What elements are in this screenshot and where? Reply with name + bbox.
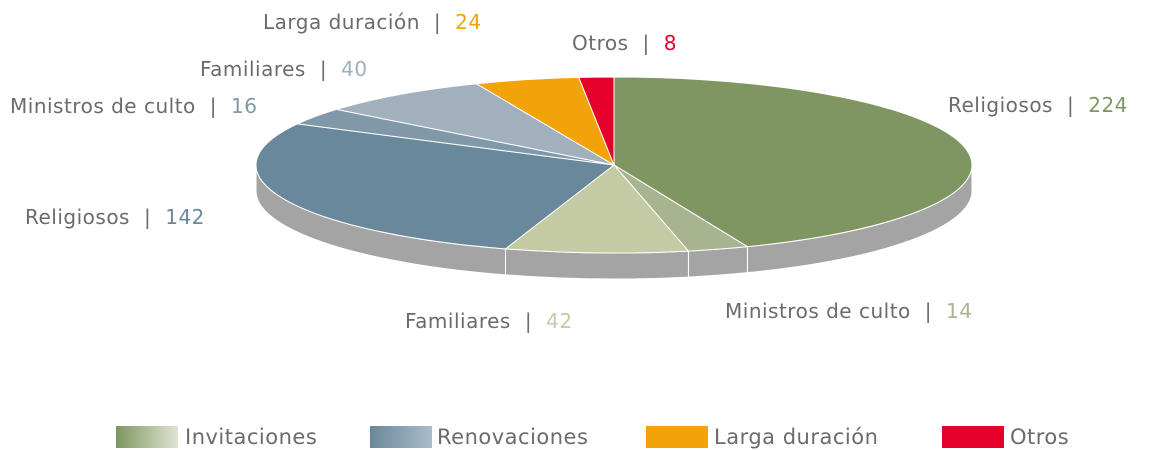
- label-value: 224: [1088, 93, 1128, 117]
- label-separator: |: [1067, 93, 1074, 117]
- legend-label: Larga duración: [714, 425, 878, 449]
- slice: [336, 83, 615, 166]
- label-value: 40: [341, 57, 367, 81]
- slice-label: Familiares | 40: [200, 57, 368, 81]
- label-name: Religiosos: [25, 205, 130, 229]
- slice-side: [687, 246, 748, 278]
- pie-sides: [255, 164, 973, 280]
- label-value: 14: [946, 299, 972, 323]
- label-separator: |: [320, 57, 327, 81]
- label-name: Familiares: [405, 309, 511, 333]
- label-separator: |: [434, 10, 441, 34]
- label-separator: |: [643, 31, 650, 55]
- slice: [578, 76, 615, 166]
- legend-label: Renovaciones: [437, 425, 588, 449]
- label-separator: |: [144, 205, 151, 229]
- labels: Religiosos | 224 Ministros de culto | 14 Famil…: [10, 10, 1128, 333]
- slice-label: Religiosos | 224: [948, 93, 1128, 117]
- slice-label: Familiares | 42: [405, 309, 573, 333]
- slice: [504, 164, 690, 254]
- label-name: Ministros de culto: [725, 299, 911, 323]
- label-separator: |: [210, 94, 217, 118]
- label-value: 142: [165, 205, 205, 229]
- label-name: Ministros de culto: [10, 94, 196, 118]
- legend-label: Otros: [1010, 425, 1069, 449]
- slice-label: Larga duración | 24: [263, 10, 482, 34]
- label-name: Otros: [572, 31, 629, 55]
- legend-label: Invitaciones: [185, 425, 317, 449]
- slice-label: Otros | 8: [572, 31, 677, 55]
- label-name: Religiosos: [948, 93, 1053, 117]
- slice-label: Religiosos | 142: [25, 205, 205, 229]
- label-separator: |: [925, 299, 932, 323]
- label-value: 42: [546, 309, 572, 333]
- legend-swatch: [116, 426, 178, 448]
- legend: Invitaciones Renovaciones Larga duración Ot…: [116, 425, 1069, 449]
- legend-swatch: [942, 426, 1004, 448]
- label-separator: |: [525, 309, 532, 333]
- slice: [255, 123, 616, 250]
- legend-swatch: [370, 426, 432, 448]
- label-name: Larga duración: [263, 10, 420, 34]
- label-value: 24: [455, 10, 481, 34]
- pie-tops: [255, 76, 973, 254]
- slice-label: Ministros de culto | 16: [10, 94, 257, 118]
- label-name: Familiares: [200, 57, 306, 81]
- label-value: 16: [231, 94, 257, 118]
- slice-label: Ministros de culto | 14: [725, 299, 972, 323]
- slice: [613, 76, 973, 248]
- legend-swatch: [646, 426, 708, 448]
- label-value: 8: [664, 31, 677, 55]
